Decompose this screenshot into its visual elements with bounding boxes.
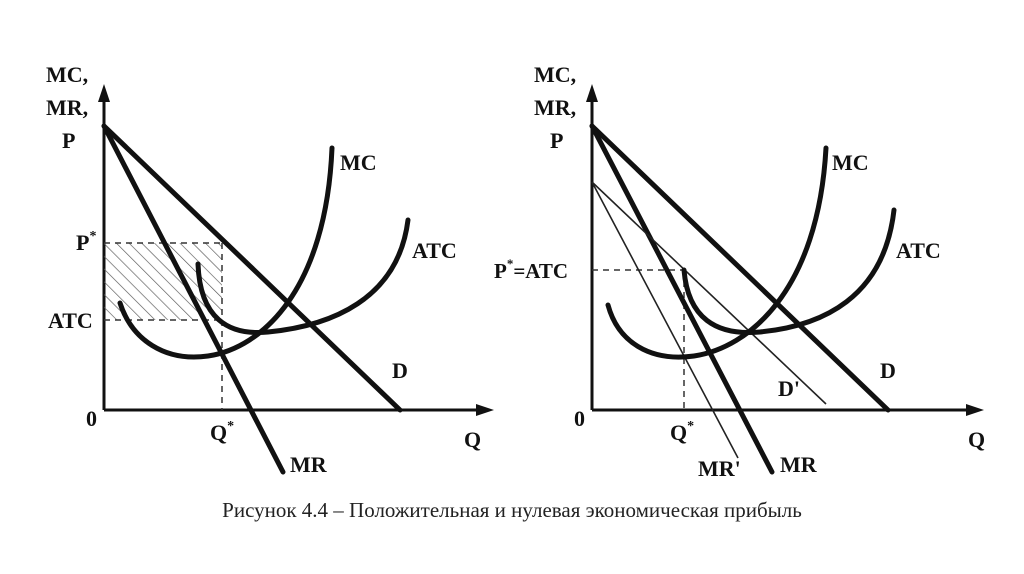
- left-x-label: Q: [464, 427, 481, 452]
- right-atc-curve-label: ATC: [896, 238, 941, 263]
- right-y-label-line3: P: [550, 128, 563, 153]
- right-mr-label: MR: [780, 452, 818, 477]
- left-origin-label: 0: [86, 406, 97, 431]
- right-y-label-line2: MR,: [534, 95, 576, 120]
- left-y-label-line2: MR,: [46, 95, 88, 120]
- right-demand-line: [589, 123, 891, 413]
- right-mc-curve: [605, 145, 829, 360]
- left-atc-curve: [195, 217, 411, 336]
- left-x-arrow: [476, 404, 494, 416]
- left-atc-axis-label: ATC: [48, 308, 93, 333]
- right-demand-prime-line: [591, 181, 827, 405]
- right-y-arrow: [586, 84, 598, 102]
- left-mc-label: MC: [340, 150, 377, 175]
- left-demand-line: [101, 123, 403, 413]
- right-mr-prime-label: MR': [698, 456, 741, 481]
- left-graph: MC, MR, P P* ATC 0 Q* Q MC ATC D MR: [46, 62, 494, 477]
- left-mr-label: MR: [290, 452, 328, 477]
- left-demand-label: D: [392, 358, 408, 383]
- right-y-label-line1: MC,: [534, 62, 576, 87]
- left-qstar-label: Q*: [210, 419, 234, 445]
- right-graph: MC, MR, P P*=ATC 0 Q* Q MC ATC D D' MR M…: [494, 62, 985, 481]
- right-mr-line: [589, 123, 775, 475]
- right-qstar-label: Q*: [670, 419, 694, 445]
- right-demand-prime-label: D': [778, 376, 800, 401]
- right-demand-label: D: [880, 358, 896, 383]
- right-x-arrow: [966, 404, 984, 416]
- figure-caption: Рисунок 4.4 – Положительная и нулевая эк…: [222, 498, 802, 522]
- left-mr-line: [101, 123, 286, 475]
- right-pstar-atc-label: P*=ATC: [494, 256, 568, 283]
- left-atc-curve-label: ATC: [412, 238, 457, 263]
- left-pstar-label: P*: [76, 229, 96, 255]
- right-x-label: Q: [968, 427, 985, 452]
- right-mc-label: MC: [832, 150, 869, 175]
- left-y-label-line3: P: [62, 128, 75, 153]
- left-mc-curve: [117, 145, 335, 360]
- left-y-arrow: [98, 84, 110, 102]
- left-y-label-line1: MC,: [46, 62, 88, 87]
- right-atc-curve: [681, 207, 897, 336]
- right-mr-prime-line: [591, 181, 739, 459]
- right-origin-label: 0: [574, 406, 585, 431]
